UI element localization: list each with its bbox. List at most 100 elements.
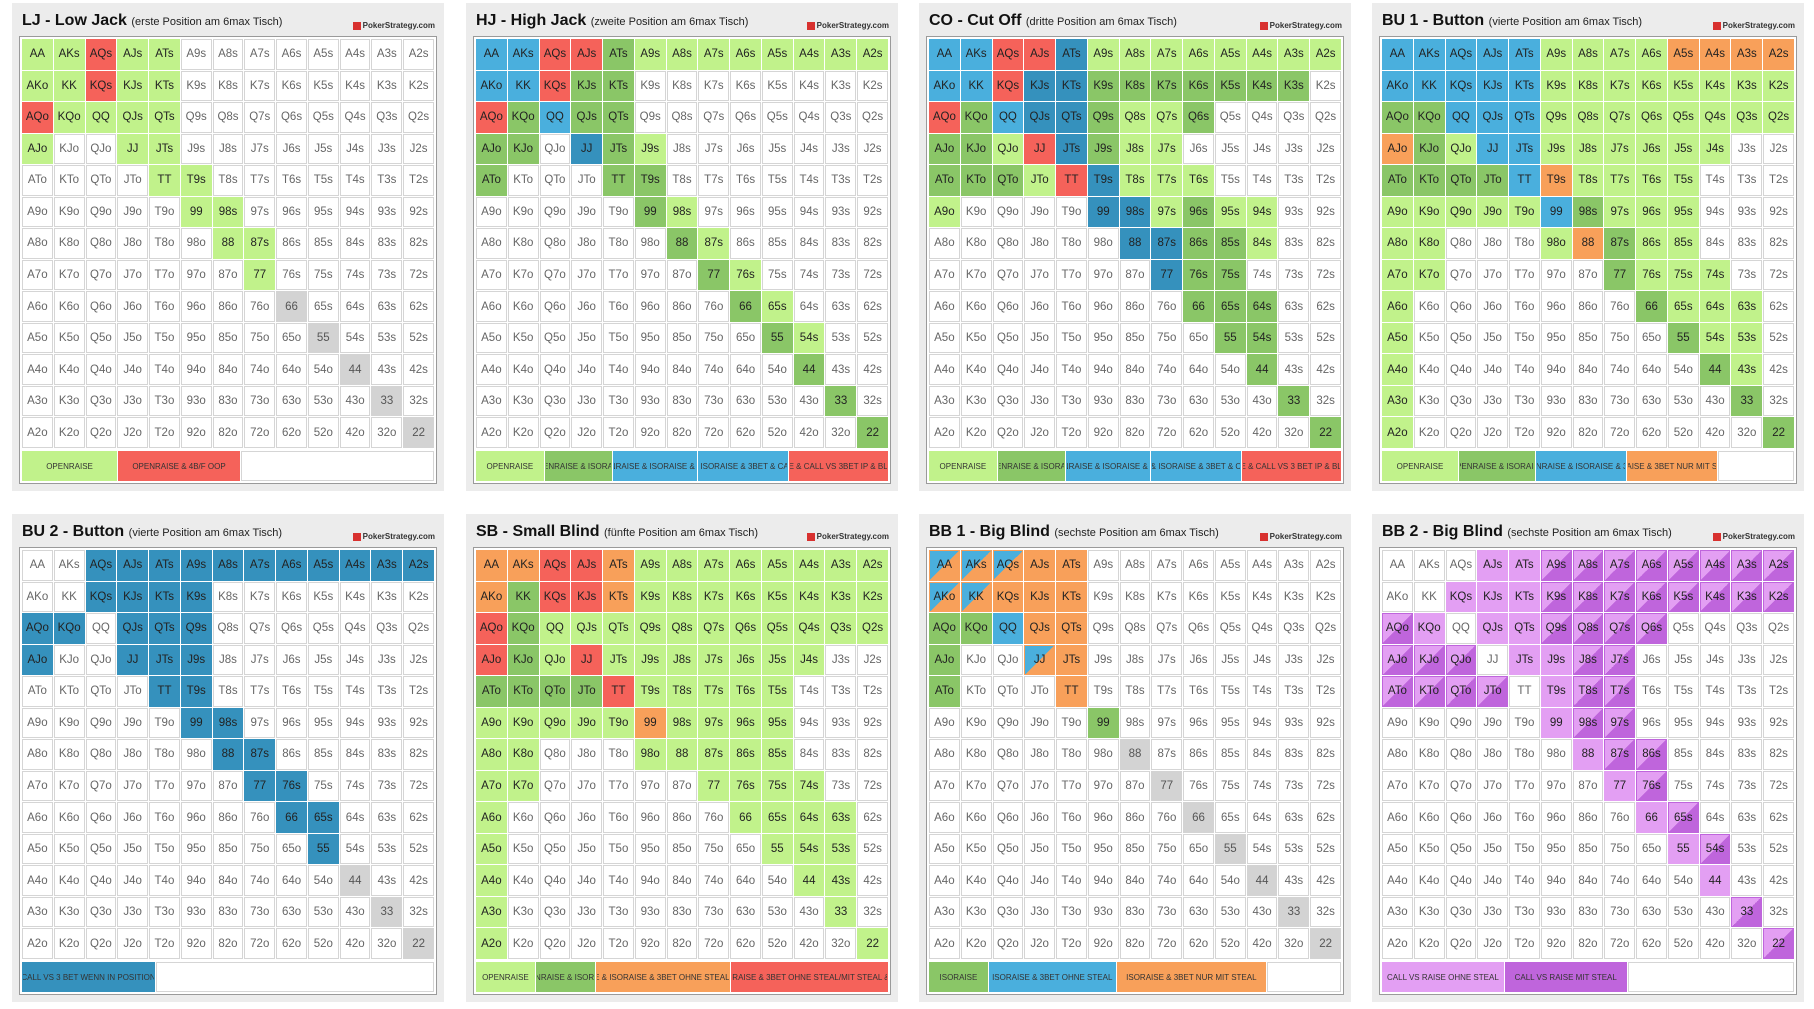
hand-cell: Q9o xyxy=(992,196,1024,228)
hand-cell: K7o xyxy=(507,259,539,291)
hand-cell: 92s xyxy=(403,707,434,739)
hand-cell: AQs xyxy=(1445,39,1477,70)
hand-cell: K7o xyxy=(53,259,85,291)
hand-cell: AKo xyxy=(1382,581,1413,613)
hand-cell: K5o xyxy=(507,833,539,865)
hand-cell: J2s xyxy=(1763,644,1794,676)
hand-cell: Q9o xyxy=(85,707,117,739)
hand-cell: 22 xyxy=(857,928,888,959)
hand-cell: 95s xyxy=(307,196,339,228)
hand-cell: 97o xyxy=(1540,259,1572,291)
hand-cell: K5s xyxy=(1667,581,1699,613)
hand-cell: K6o xyxy=(960,802,992,833)
hand-cell: J4o xyxy=(117,865,149,896)
hand-cell: 62o xyxy=(276,417,307,448)
hand-cell: K8o xyxy=(960,739,992,770)
hand-cell: 99 xyxy=(634,707,666,739)
hand-cell: T7o xyxy=(1509,259,1540,291)
hand-cell: Q7s xyxy=(1151,613,1183,644)
hand-cell: K9s xyxy=(1540,581,1572,613)
hand-cell: 77 xyxy=(698,259,730,291)
hand-cell: 92o xyxy=(180,928,212,959)
hand-cell: 74o xyxy=(244,354,276,385)
hand-cell: 65o xyxy=(730,833,761,865)
hand-cell: Q7o xyxy=(539,259,571,291)
hand-cell: 84s xyxy=(1699,739,1731,770)
hand-cell: J8s xyxy=(212,644,244,676)
hand-cell: 99 xyxy=(1540,707,1572,739)
hand-cell: AQs xyxy=(85,550,117,581)
hand-cell: J2s xyxy=(403,644,434,676)
hand-matrix: AA AKs AQs AJs ATs A9s A8s A7s A6s A5s A4s A3s A2s AK… xyxy=(22,550,434,959)
hand-cell: J9s xyxy=(180,644,212,676)
hand-cell: Q4s xyxy=(339,102,371,133)
hand-cell: J2s xyxy=(1763,133,1794,165)
hand-cell: 98s xyxy=(212,707,244,739)
hand-cell: 43o xyxy=(1699,896,1731,928)
hand-cell: Q3o xyxy=(992,896,1024,928)
hand-cell: KTs xyxy=(603,70,634,102)
hand-cell: K5s xyxy=(761,581,793,613)
hand-cell: 55 xyxy=(307,833,339,865)
hand-cell: 75o xyxy=(1151,322,1183,354)
hand-cell: Q5s xyxy=(307,102,339,133)
hand-cell: A8s xyxy=(1572,39,1604,70)
hand-cell: 65s xyxy=(307,291,339,322)
hand-cell: T4o xyxy=(1509,354,1540,385)
hand-cell: ATs xyxy=(149,550,180,581)
hand-cell: 65o xyxy=(276,833,307,865)
hand-cell: 85o xyxy=(212,322,244,354)
hand-cell: A5s xyxy=(1214,39,1246,70)
hand-cell: 72s xyxy=(1763,259,1794,291)
hand-cell: Q6o xyxy=(85,291,117,322)
hand-cell: Q7s xyxy=(1604,102,1636,133)
hand-cell: 73s xyxy=(1278,770,1310,802)
hand-cell: T7s xyxy=(698,165,730,196)
hand-cell: K4s xyxy=(793,581,825,613)
panel-title: BB 2 - Big Blind (sechste Position am 6m… xyxy=(1382,523,1672,541)
hand-cell: 62s xyxy=(1310,291,1341,322)
hand-cell: A4s xyxy=(793,39,825,70)
hand-cell: 53s xyxy=(825,833,857,865)
hand-cell: 42o xyxy=(1246,928,1278,959)
hand-cell: A8s xyxy=(212,550,244,581)
hand-cell: K9o xyxy=(53,707,85,739)
hand-cell: QQ xyxy=(992,102,1024,133)
legend-item: OPENRAISE xyxy=(476,962,535,992)
hand-cell: T9s xyxy=(1540,676,1572,707)
hand-cell: 82o xyxy=(666,928,698,959)
hand-cell: T5o xyxy=(603,322,634,354)
hand-cell: T5o xyxy=(1509,833,1540,865)
hand-cell: T7s xyxy=(244,165,276,196)
hand-cell: 86o xyxy=(212,802,244,833)
hand-cell: 75s xyxy=(307,259,339,291)
hand-cell: KQo xyxy=(507,613,539,644)
hand-cell: K3o xyxy=(1413,385,1445,417)
panel-header: CO - Cut Off (dritte Position am 6max Ti… xyxy=(926,8,1344,36)
hand-cell: QTs xyxy=(149,613,180,644)
hand-cell: J4s xyxy=(793,133,825,165)
hand-cell: 65o xyxy=(1183,833,1214,865)
hand-cell: 88 xyxy=(1119,228,1151,259)
hand-cell: Q5s xyxy=(1214,613,1246,644)
hand-cell: AQo xyxy=(476,613,507,644)
hand-cell: 95o xyxy=(1540,322,1572,354)
hand-cell: 96s xyxy=(276,707,307,739)
hand-cell: AKo xyxy=(476,70,507,102)
hand-cell: 92o xyxy=(634,928,666,959)
hand-cell: T4s xyxy=(1246,676,1278,707)
hand-cell: Q2o xyxy=(85,417,117,448)
hand-cell: T4s xyxy=(1699,165,1731,196)
hand-cell: TT xyxy=(149,165,180,196)
hand-cell: A6o xyxy=(476,291,507,322)
pokerstrategy-logo: PokerStrategy.com xyxy=(1712,532,1795,541)
pokerstrategy-logo: PokerStrategy.com xyxy=(352,532,435,541)
hand-cell: 82o xyxy=(212,928,244,959)
hand-cell: 33 xyxy=(1278,896,1310,928)
hand-cell: TT xyxy=(1509,676,1540,707)
hand-cell: T5s xyxy=(1667,676,1699,707)
hand-cell: K9o xyxy=(53,196,85,228)
hand-cell: 88 xyxy=(1572,228,1604,259)
hand-cell: QJo xyxy=(1445,133,1477,165)
hand-cell: K2s xyxy=(857,581,888,613)
